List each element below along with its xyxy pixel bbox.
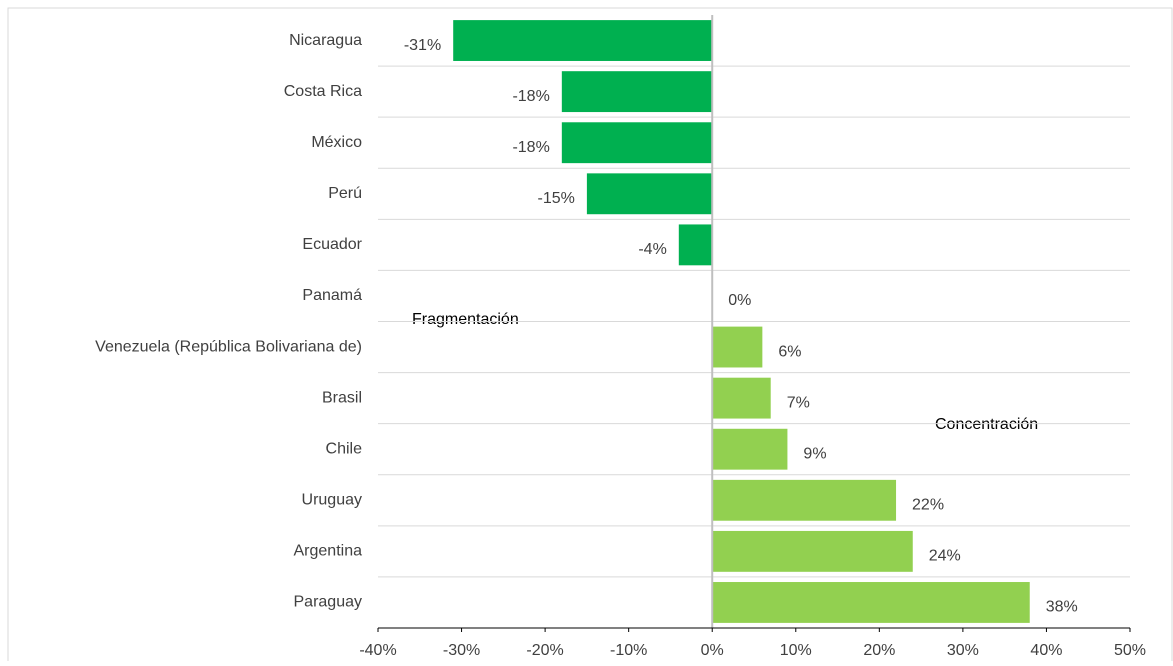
data-label: 24% <box>929 548 961 565</box>
annotation: Concentración <box>935 416 1038 433</box>
y-tick-label: México <box>311 134 362 151</box>
y-tick-label: Venezuela (República Bolivariana de) <box>95 338 362 355</box>
data-label: -18% <box>512 88 549 105</box>
data-label: 22% <box>912 497 944 514</box>
chart-frame <box>7 7 1173 666</box>
x-tick-label: -20% <box>526 642 563 659</box>
bar <box>712 582 1030 623</box>
y-tick-label: Chile <box>326 440 363 457</box>
bar <box>712 326 763 368</box>
data-label: 6% <box>778 343 801 360</box>
y-tick-label: Nicaragua <box>289 32 362 49</box>
data-label: -15% <box>538 190 575 207</box>
bar <box>453 20 713 61</box>
bar <box>712 377 771 419</box>
data-label: 7% <box>787 394 810 411</box>
bar <box>712 479 897 521</box>
x-tick-label: 40% <box>1030 642 1062 659</box>
data-label: 0% <box>728 292 751 309</box>
bar <box>678 224 713 266</box>
x-tick-label: -40% <box>359 642 396 659</box>
annotation: Fragmentación <box>412 311 519 328</box>
bar <box>561 71 713 113</box>
y-tick-label: Ecuador <box>302 236 362 253</box>
data-label: 38% <box>1046 599 1078 616</box>
x-tick-label: 30% <box>947 642 979 659</box>
y-tick-label: Paraguay <box>294 594 363 611</box>
x-tick-label: 20% <box>863 642 895 659</box>
x-tick-label: -30% <box>443 642 480 659</box>
bar <box>561 122 713 164</box>
x-tick-label: -10% <box>610 642 647 659</box>
x-tick-label: 0% <box>701 642 724 659</box>
y-tick-label: Panamá <box>302 287 362 304</box>
y-tick-label: Costa Rica <box>284 83 362 100</box>
y-tick-label: Brasil <box>322 389 362 406</box>
x-tick-label: 50% <box>1114 642 1146 659</box>
y-tick-label: Uruguay <box>302 492 362 509</box>
data-label: 9% <box>803 445 826 462</box>
bar <box>712 428 788 470</box>
data-label: -31% <box>404 37 441 54</box>
y-tick-label: Perú <box>328 185 362 202</box>
y-tick-label: Argentina <box>294 543 363 560</box>
data-label: -18% <box>512 139 549 156</box>
x-tick-label: 10% <box>780 642 812 659</box>
data-label: -4% <box>638 241 666 258</box>
bar <box>712 530 913 572</box>
bar <box>586 173 713 215</box>
